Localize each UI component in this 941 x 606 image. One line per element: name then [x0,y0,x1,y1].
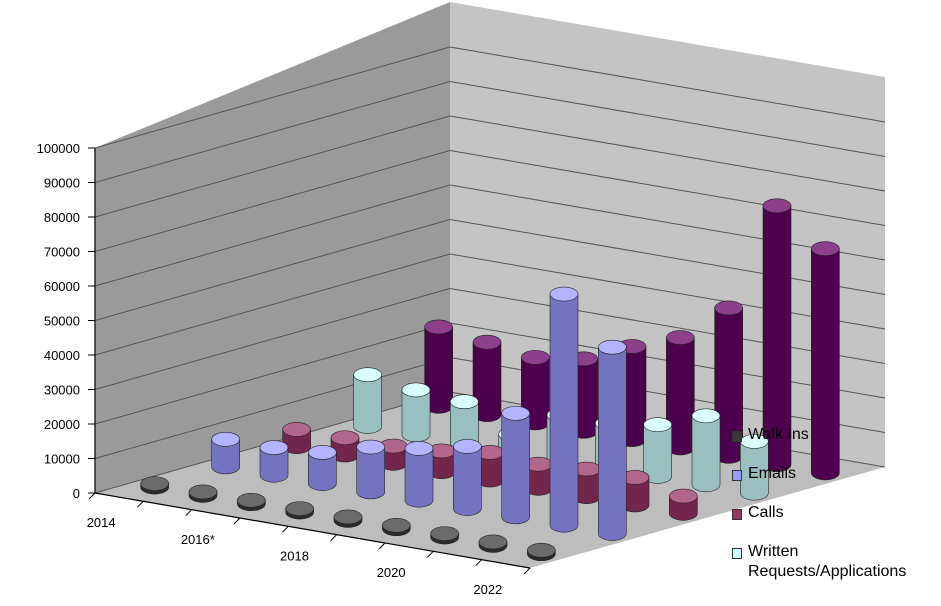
legend-swatch [732,548,742,559]
x-tick-mark [378,542,386,550]
bar-walk-ins-2016 [237,492,266,511]
x-tick-mark [523,567,531,575]
legend-item: Calls [732,503,937,523]
gridline [449,81,886,157]
bar-written-2022 [740,434,769,501]
bar-written-2021 [691,408,721,493]
x-axis-tick-labels: 2014 2016* 2018 2020 2022 [87,515,503,597]
bar-emails-2014 [211,431,240,475]
y-tick-label: 50000 [44,314,80,329]
axes [88,148,531,575]
bar-walk-ins-2015 [188,484,218,503]
gridline [94,81,451,183]
gridline [94,184,451,287]
legend: Walk Ins Emails Calls Written Requests/Appl… [732,425,937,601]
bar-emails-2017 [356,439,385,500]
bar-written-2016 [450,394,479,451]
y-tick-label: 0 [73,486,80,501]
y-tick-label: 40000 [44,348,80,363]
bar-series-5-2015 [472,334,502,422]
bar-emails-2021 [549,286,579,533]
bar-walk-ins-2022 [527,542,556,561]
bar-calls-2014 [282,422,311,454]
bar-walk-ins-2017 [285,501,314,520]
bar-calls-2022 [669,488,698,521]
x-tick-label: 2022 [473,582,502,597]
bar-calls-2018 [475,445,505,488]
gridline [94,150,451,252]
x-tick-mark [426,550,434,558]
bar-emails-2019 [453,439,482,516]
bar-emails-2022 [598,339,627,541]
legend-item: Walk Ins [732,425,937,445]
gridline [449,150,886,226]
gridline [94,253,451,356]
x-tick-mark [185,509,193,517]
gridline [94,357,451,459]
bar-emails-2018 [404,441,434,508]
legend-label: Walk Ins [748,426,809,443]
x-tick-mark [330,534,338,542]
x-tick-label: 2020 [377,565,406,580]
gridlines [88,46,886,494]
bar-series-5-2021 [762,198,792,472]
gridline [449,115,886,192]
y-tick-label: 60000 [44,279,80,294]
x-tick-mark [136,500,144,508]
legend-label: Calls [748,504,784,521]
x-tick-label: 2014 [87,515,116,530]
bar-walk-ins-2014 [140,476,169,495]
x-tick-label: 2018 [280,549,309,564]
bar-walk-ins-2020 [430,526,459,545]
legend-swatch [732,470,742,481]
gridline [94,219,451,321]
x-tick-mark [88,492,96,500]
bar-walk-ins-2021 [478,534,508,553]
x-tick-mark [281,525,289,533]
y-tick-label: 70000 [44,245,80,260]
y-tick-label: 90000 [44,176,80,191]
y-tick-label: 30000 [44,383,80,398]
bars [140,198,840,561]
x-tick-label: 2016* [181,532,215,547]
bar-written-2015 [401,382,431,443]
bar-emails-2016 [308,445,337,491]
y-axis-tick-labels: 0 10000 20000 30000 40000 50000 60000 70000 8000… [37,141,80,501]
gridline [94,322,451,425]
gridline [94,46,451,149]
legend-item: Emails [732,464,937,484]
bar-calls-2016 [379,438,408,471]
legend-label: Emails [748,465,797,482]
legend-swatch [732,431,742,442]
bar-series-5-2022 [811,241,840,481]
bar-written-2020 [643,417,672,484]
y-tick-label: 80000 [44,210,80,225]
gridline [94,115,451,218]
bar-series-5-2014 [424,319,453,414]
bar-walk-ins-2018 [333,509,363,528]
bar-emails-2015 [259,440,289,483]
bar-calls-2015 [330,430,360,463]
x-axis-line [94,492,531,569]
y-tick-label: 20000 [44,417,80,432]
y-tick-label: 10000 [44,452,80,467]
legend-label: Written Requests/Applications [748,543,907,580]
x-tick-mark [475,559,483,567]
bar-emails-2020 [501,406,530,525]
legend-item: Written Requests/Applications [732,542,937,582]
bar-walk-ins-2019 [382,517,411,536]
gridline [94,288,451,390]
legend-swatch [732,509,742,520]
x-tick-mark [233,517,241,525]
y-tick-label: 100000 [37,141,80,156]
gridline [449,46,886,123]
bar-written-2014 [353,367,382,434]
